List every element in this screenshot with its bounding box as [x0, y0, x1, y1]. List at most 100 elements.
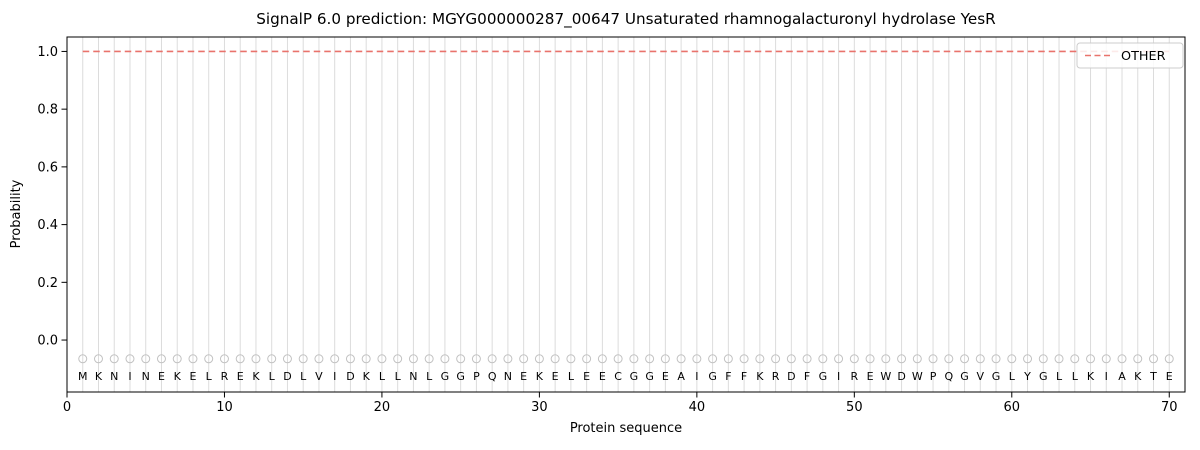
residue-letter: I [128, 370, 131, 383]
residue-marker [834, 354, 844, 364]
y-tick-label: 0.2 [37, 276, 58, 291]
x-tick-label: 30 [531, 400, 548, 415]
residue-marker [786, 354, 796, 364]
residue-marker [1117, 354, 1127, 364]
residue-letter: A [1118, 370, 1126, 383]
residue-marker [991, 354, 1001, 364]
x-tick-label: 70 [1161, 400, 1178, 415]
residue-marker [1070, 354, 1080, 364]
residue-marker [755, 354, 765, 364]
residue-marker [944, 354, 954, 364]
residue-marker [534, 354, 544, 364]
residue-marker [692, 354, 702, 364]
residue-letter: P [930, 370, 937, 383]
y-tick-label: 0.8 [37, 103, 58, 118]
y-tick-label: 0.4 [37, 218, 58, 233]
residue-letter: G [960, 370, 969, 383]
residue-letter: E [1166, 370, 1173, 383]
residue-marker [613, 354, 623, 364]
residue-marker [1023, 354, 1033, 364]
residue-letter: G [819, 370, 828, 383]
residue-marker [487, 354, 497, 364]
residue-letter: L [395, 370, 402, 383]
residue-letter: K [756, 370, 764, 383]
residue-marker [802, 354, 812, 364]
x-tick-label: 50 [846, 400, 863, 415]
residue-letter: G [630, 370, 639, 383]
residue-letter: P [473, 370, 480, 383]
residue-marker [1101, 354, 1111, 364]
residue-letter: L [1009, 370, 1016, 383]
residue-marker [109, 354, 119, 364]
residue-marker [660, 354, 670, 364]
residue-letter: I [695, 370, 698, 383]
residue-marker [629, 354, 639, 364]
residue-marker [1007, 354, 1017, 364]
residue-marker [897, 354, 907, 364]
residue-marker [849, 354, 859, 364]
residue-letter: M [78, 370, 88, 383]
residue-marker [314, 354, 324, 364]
residue-letter: I [837, 370, 840, 383]
residue-letter: L [568, 370, 575, 383]
legend-box [1076, 42, 1184, 69]
residue-marker [188, 354, 198, 364]
residue-marker [975, 354, 985, 364]
residue-marker [708, 354, 718, 364]
x-tick-label: 0 [63, 400, 71, 415]
residue-letter: E [552, 370, 559, 383]
residue-marker [912, 354, 922, 364]
residue-marker [1149, 354, 1159, 364]
residue-letter: D [283, 370, 291, 383]
residue-letter: Q [488, 370, 497, 383]
residue-marker [393, 354, 403, 364]
residue-marker [93, 354, 103, 364]
residue-letter: K [363, 370, 371, 383]
residue-letter: E [189, 370, 196, 383]
residue-marker [330, 354, 340, 364]
residue-letter: I [333, 370, 336, 383]
residue-marker [771, 354, 781, 364]
residue-marker [235, 354, 245, 364]
residue-letter: E [520, 370, 527, 383]
residue-letter: L [1072, 370, 1079, 383]
residue-marker [251, 354, 261, 364]
residue-letter: K [95, 370, 103, 383]
residue-marker [645, 354, 655, 364]
x-tick-label: 60 [1004, 400, 1021, 415]
residue-marker [377, 354, 387, 364]
residue-letter: G [456, 370, 465, 383]
residue-letter: T [1149, 370, 1157, 383]
residue-letter: L [206, 370, 213, 383]
residue-letter: G [645, 370, 654, 383]
residue-marker [204, 354, 214, 364]
chart-title: SignalP 6.0 prediction: MGYG000000287_00… [256, 10, 996, 29]
residue-marker [739, 354, 749, 364]
residue-marker [1164, 354, 1174, 364]
residue-letter: I [1105, 370, 1108, 383]
residue-marker [503, 354, 513, 364]
residue-marker [361, 354, 371, 364]
residue-marker [424, 354, 434, 364]
residue-marker [298, 354, 308, 364]
y-tick-label: 0.0 [37, 334, 58, 349]
residue-letter: L [379, 370, 386, 383]
residue-letter: D [897, 370, 905, 383]
residue-marker [125, 354, 135, 364]
residue-marker [172, 354, 182, 364]
residue-marker [1054, 354, 1064, 364]
residue-letter: F [804, 370, 810, 383]
residue-marker [1086, 354, 1096, 364]
residue-marker [456, 354, 466, 364]
residue-marker [1133, 354, 1143, 364]
y-tick-label: 0.6 [37, 160, 58, 175]
residue-marker [78, 354, 88, 364]
residue-letter: D [346, 370, 354, 383]
y-axis-label: Probability [9, 179, 24, 248]
legend-label: OTHER [1121, 49, 1166, 64]
residue-marker [723, 354, 733, 364]
residue-letter: R [221, 370, 229, 383]
residue-letter: K [1087, 370, 1095, 383]
residue-marker [960, 354, 970, 364]
